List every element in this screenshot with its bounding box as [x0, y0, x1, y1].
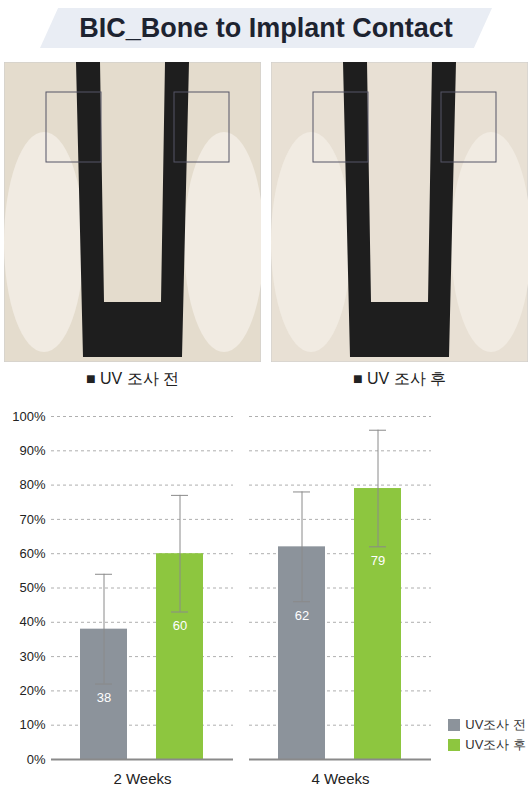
svg-text:60%: 60%	[19, 546, 45, 561]
svg-text:2 Weeks: 2 Weeks	[113, 770, 171, 787]
svg-text:70%: 70%	[19, 512, 45, 527]
svg-text:30%: 30%	[19, 649, 45, 664]
html-text:UV조사 전: UV조사 전	[465, 717, 526, 732]
svg-text:20%: 20%	[19, 683, 45, 698]
svg-text:38: 38	[97, 690, 111, 705]
svg-text:80%: 80%	[19, 477, 45, 492]
svg-text:4 Weeks: 4 Weeks	[311, 770, 369, 787]
svg-text:40%: 40%	[19, 614, 45, 629]
svg-text:60: 60	[173, 618, 187, 633]
html-text:■ UV 조사 후: ■ UV 조사 후	[352, 369, 447, 387]
svg-text:79: 79	[371, 553, 385, 568]
svg-text:0%: 0%	[27, 752, 46, 767]
svg-text:100%: 100%	[12, 409, 46, 424]
svg-text:50%: 50%	[19, 580, 45, 595]
svg-text:62: 62	[295, 608, 309, 623]
svg-text:10%: 10%	[19, 717, 45, 732]
html-text:BIC_Bone to Implant Contact: BIC_Bone to Implant Contact	[79, 12, 453, 43]
html-text:■ UV 조사 전: ■ UV 조사 전	[85, 369, 180, 387]
svg-text:90%: 90%	[19, 443, 45, 458]
html-text:UV조사 후: UV조사 후	[465, 737, 526, 752]
